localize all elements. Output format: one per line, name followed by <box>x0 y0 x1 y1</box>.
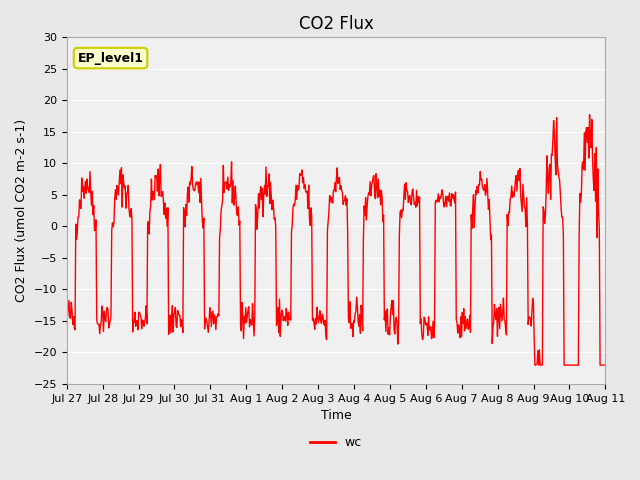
X-axis label: Time: Time <box>321 409 351 422</box>
Y-axis label: CO2 Flux (umol CO2 m-2 s-1): CO2 Flux (umol CO2 m-2 s-1) <box>15 119 28 302</box>
Text: EP_level1: EP_level1 <box>77 51 143 65</box>
Legend: wc: wc <box>305 431 367 454</box>
Title: CO2 Flux: CO2 Flux <box>299 15 374 33</box>
